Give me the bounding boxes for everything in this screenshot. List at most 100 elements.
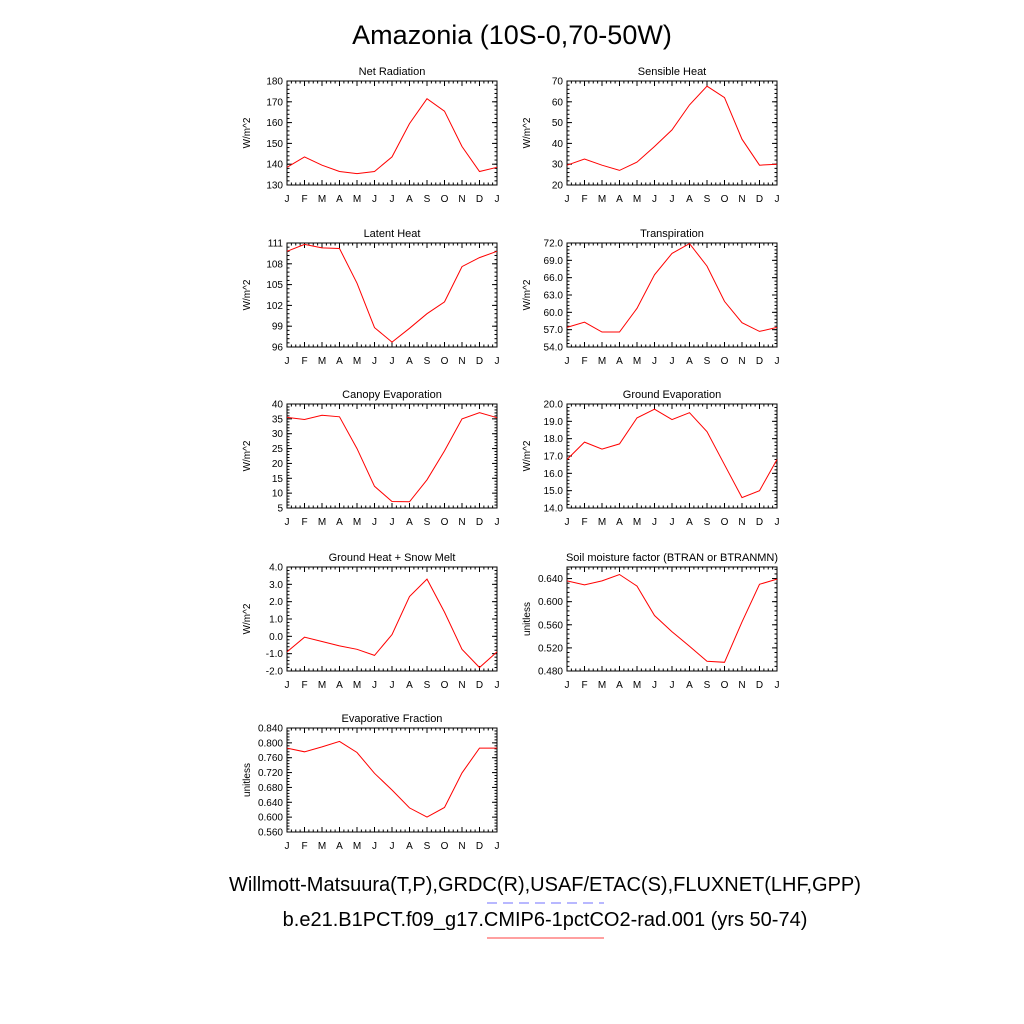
x-tick-label: J xyxy=(495,194,500,205)
x-tick-label: O xyxy=(441,841,449,852)
x-tick-label: D xyxy=(476,194,483,205)
y-tick-label: 150 xyxy=(266,139,283,150)
x-tick-label: J xyxy=(565,517,570,528)
y-tick-label: 63.0 xyxy=(544,291,564,302)
x-tick-label: D xyxy=(476,841,483,852)
series-line-model xyxy=(566,408,778,499)
y-axis-label: W/m^2 xyxy=(522,279,533,310)
y-tick-label: 10 xyxy=(272,489,284,500)
x-tick-label: A xyxy=(336,194,343,205)
x-tick-label: M xyxy=(318,356,326,367)
y-tick-label: 0.480 xyxy=(538,667,563,678)
y-tick-label: 0.680 xyxy=(258,783,283,794)
x-tick-label: M xyxy=(353,680,361,691)
y-tick-label: 66.0 xyxy=(544,273,564,284)
x-tick-label: A xyxy=(336,841,343,852)
x-tick-label: N xyxy=(458,841,465,852)
x-tick-label: A xyxy=(616,680,623,691)
y-tick-label: 35 xyxy=(272,414,284,425)
x-tick-label: N xyxy=(738,517,745,528)
x-tick-label: J xyxy=(372,194,377,205)
y-tick-label: 105 xyxy=(266,280,283,291)
y-tick-label: -1.0 xyxy=(266,649,284,660)
y-tick-label: 0.600 xyxy=(538,597,563,608)
x-tick-label: J xyxy=(775,356,780,367)
x-tick-label: J xyxy=(775,517,780,528)
x-tick-label: N xyxy=(738,194,745,205)
x-tick-label: S xyxy=(424,194,431,205)
series-line-model xyxy=(566,242,778,333)
x-tick-label: J xyxy=(285,356,290,367)
y-tick-label: 18.0 xyxy=(544,434,564,445)
x-tick-label: J xyxy=(670,680,675,691)
x-tick-label: J xyxy=(565,356,570,367)
x-tick-label: J xyxy=(390,680,395,691)
x-tick-label: J xyxy=(285,841,290,852)
x-tick-label: J xyxy=(285,194,290,205)
x-tick-label: M xyxy=(353,194,361,205)
y-tick-label: 0.640 xyxy=(258,798,283,809)
series-line-model xyxy=(286,412,498,503)
x-tick-label: J xyxy=(372,680,377,691)
x-tick-label: A xyxy=(686,356,693,367)
x-tick-label: F xyxy=(581,356,587,367)
plot-frame xyxy=(566,566,778,672)
y-tick-label: 96 xyxy=(272,343,284,354)
x-tick-label: S xyxy=(704,680,711,691)
series-line-model xyxy=(286,578,498,669)
panel-title: Evaporative Fraction xyxy=(342,713,443,725)
y-tick-label: 5 xyxy=(277,504,283,515)
series-line-model xyxy=(286,243,498,343)
y-tick-label: 30 xyxy=(272,429,284,440)
legend-group: Willmott-Matsuura(T,P),GRDC(R),USAF/ETAC… xyxy=(229,874,861,939)
x-tick-label: J xyxy=(390,517,395,528)
y-tick-label: 60.0 xyxy=(544,308,564,319)
y-tick-label: 40 xyxy=(272,400,284,411)
x-tick-label: F xyxy=(301,356,307,367)
x-tick-label: J xyxy=(495,356,500,367)
x-tick-label: A xyxy=(406,841,413,852)
x-tick-label: S xyxy=(704,517,711,528)
x-tick-label: D xyxy=(756,356,763,367)
x-tick-label: M xyxy=(353,841,361,852)
plot-frame xyxy=(286,242,498,348)
y-tick-label: 20 xyxy=(552,181,564,192)
y-tick-label: 130 xyxy=(266,181,283,192)
x-tick-label: J xyxy=(372,356,377,367)
y-tick-label: 0.560 xyxy=(538,620,563,631)
x-tick-label: O xyxy=(721,680,729,691)
x-tick-label: O xyxy=(441,680,449,691)
x-tick-label: D xyxy=(476,356,483,367)
y-tick-label: 0.800 xyxy=(258,738,283,749)
series-line-model xyxy=(286,98,498,175)
y-axis-label: W/m^2 xyxy=(522,117,533,148)
y-tick-label: 15 xyxy=(272,474,284,485)
x-tick-label: J xyxy=(652,194,657,205)
y-tick-label: 54.0 xyxy=(544,343,564,354)
x-tick-label: D xyxy=(476,517,483,528)
x-tick-label: J xyxy=(652,517,657,528)
x-tick-label: J xyxy=(670,356,675,367)
y-tick-label: 99 xyxy=(272,322,284,333)
y-axis-label: W/m^2 xyxy=(242,440,253,471)
panel-title: Net Radiation xyxy=(359,66,426,78)
y-tick-label: -2.0 xyxy=(266,667,284,678)
y-tick-label: 0.760 xyxy=(258,753,283,764)
x-tick-label: M xyxy=(318,194,326,205)
plot-frame xyxy=(286,80,498,186)
x-tick-label: M xyxy=(598,356,606,367)
plot-frame xyxy=(286,566,498,672)
y-tick-label: 0.600 xyxy=(258,813,283,824)
x-tick-label: O xyxy=(441,517,449,528)
x-tick-label: A xyxy=(686,680,693,691)
x-tick-label: A xyxy=(336,680,343,691)
x-tick-label: A xyxy=(336,356,343,367)
series-line-model xyxy=(566,573,778,663)
y-axis-label: unitless xyxy=(242,763,253,797)
y-tick-label: 4.0 xyxy=(269,563,283,574)
x-tick-label: M xyxy=(633,356,641,367)
